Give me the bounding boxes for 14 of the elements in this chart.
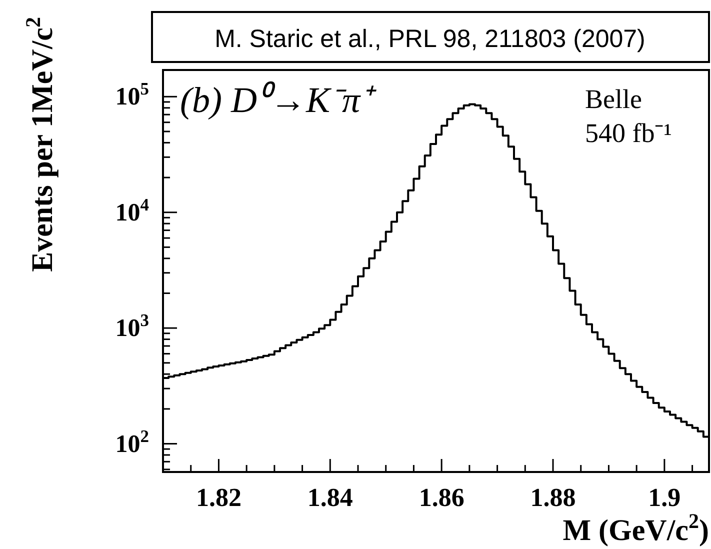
y-tick-label: 10$^{4}$	[115, 194, 150, 226]
chart-title: M. Staric et al., PRL 98, 211803 (2007)	[214, 25, 646, 53]
annotation: (b) D⁰→K⁻π⁺	[180, 80, 378, 120]
annotation: Belle	[585, 84, 642, 114]
y-tick-label: 10$^{3}$	[115, 310, 150, 342]
x-tick-label: 1.9	[648, 483, 681, 512]
x-tick-label: 1.82	[196, 483, 242, 512]
x-tick-label: 1.84	[307, 483, 353, 512]
x-tick-label: 1.88	[530, 483, 576, 512]
annotation: 540 fb⁻¹	[585, 118, 672, 148]
y-tick-label: 10$^{2}$	[115, 426, 149, 458]
x-axis-title: M (GeV/c$^{2}$)	[562, 509, 709, 547]
y-tick-label: 10$^{5}$	[115, 78, 150, 111]
x-tick-label: 1.86	[418, 483, 464, 512]
